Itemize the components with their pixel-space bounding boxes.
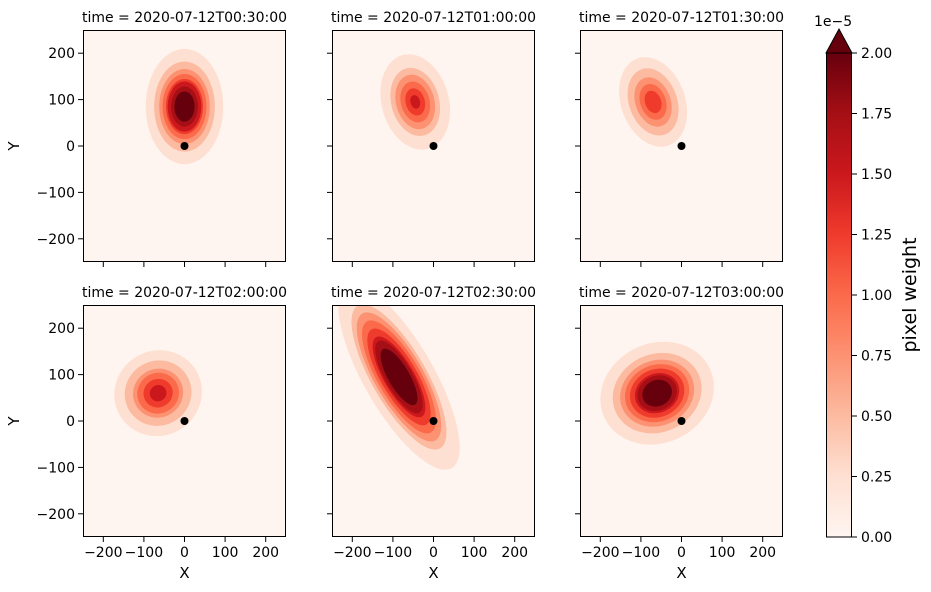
y-tick-label: 200 (48, 321, 75, 337)
x-tick-label: 200 (749, 545, 776, 561)
panel-2: time = 2020-07-12T01:00:00 (327, 10, 536, 267)
heat-contour (651, 99, 655, 105)
colorbar-tick-label: 0.75 (861, 349, 892, 365)
x-tick-label: −100 (125, 545, 163, 561)
x-tick-label: 0 (180, 545, 189, 561)
colorbar-tick-label: 0.25 (861, 470, 892, 486)
panel-title: time = 2020-07-12T02:00:00 (82, 285, 287, 301)
plot-frame (580, 305, 783, 537)
panel-title: time = 2020-07-12T01:00:00 (331, 10, 536, 26)
origin-marker (429, 142, 438, 150)
heat-blob (332, 305, 468, 482)
x-axis-label: X (428, 564, 438, 582)
heat-contour (413, 99, 417, 105)
colorbar-tick-label: 2.00 (861, 46, 892, 62)
x-tick-label: −200 (581, 545, 619, 561)
origin-marker (677, 142, 686, 150)
panel-5: time = 2020-07-12T02:30:00 −200 −100 0 100 20… (327, 285, 536, 582)
x-axis-label: X (676, 564, 686, 582)
colorbar-tick-label: 1.25 (861, 228, 892, 244)
colorbar-exponent: 1e−5 (814, 14, 852, 30)
heat-blob (108, 344, 209, 443)
y-tick-label: 100 (48, 93, 75, 109)
heat-contour (182, 104, 187, 110)
colorbar-frame (826, 52, 852, 538)
y-tick-label: 0 (66, 139, 75, 155)
x-tick-label: 200 (252, 545, 279, 561)
y-tick-label: 100 (48, 368, 75, 384)
heat-blob (375, 47, 456, 157)
heat-contour (396, 372, 402, 381)
x-tick-label: 0 (677, 545, 686, 561)
x-tick-label: −100 (622, 545, 660, 561)
y-tick-label: −200 (37, 232, 75, 248)
heat-contour (156, 391, 161, 396)
panels-group: time = 2020-07-12T00:30:00−200−100010020… (5, 10, 784, 582)
colorbar-tick-label: 1.50 (861, 167, 892, 183)
y-tick-label: 0 (66, 414, 75, 430)
y-tick-label: −100 (37, 460, 75, 476)
panel-3: time = 2020-07-12T01:30:00 (575, 10, 784, 267)
x-axis-label: X (179, 564, 189, 582)
panel-title: time = 2020-07-12T02:30:00 (331, 285, 536, 301)
panel-4: time = 2020-07-12T02:00:00−200 −100 0 100 20… (5, 285, 287, 582)
heat-contour (654, 390, 660, 396)
colorbar-tick-label: 0.50 (861, 409, 892, 425)
x-tick-label: 200 (501, 545, 528, 561)
plot-frame (332, 30, 535, 262)
plot-frame (332, 305, 535, 537)
plot-frame (580, 30, 783, 262)
x-tick-label: −200 (333, 545, 371, 561)
panel-1: time = 2020-07-12T00:30:00 −200 −100 0 100 20… (5, 10, 287, 267)
heat-blob (613, 50, 693, 154)
x-tick-label: 100 (709, 545, 736, 561)
y-axis-label: Y (5, 141, 23, 152)
panel-6: time = 2020-07-12T03:00:00 −200 −100 0 100 20… (575, 285, 784, 582)
heat-blob (140, 41, 229, 172)
y-axis-label: Y (5, 416, 23, 427)
origin-marker (180, 417, 189, 425)
plot-frame (83, 30, 286, 262)
x-tick-label: 100 (461, 545, 488, 561)
x-tick-label: 0 (429, 545, 438, 561)
colorbar: 0.00 0.25 0.50 0.75 1.00 1.25 1.50 1.75 2.00 1e−5… (814, 14, 921, 546)
panel-title: time = 2020-07-12T00:30:00 (82, 10, 287, 26)
colorbar-tick-label: 1.75 (861, 107, 892, 123)
origin-marker (429, 417, 438, 425)
x-tick-label: −100 (374, 545, 412, 561)
x-tick-label: 100 (212, 545, 239, 561)
colorbar-gradient (826, 53, 852, 537)
x-tick-label: −200 (84, 545, 122, 561)
y-tick-label: −100 (37, 185, 75, 201)
heat-blob (592, 334, 722, 452)
panel-title: time = 2020-07-12T01:30:00 (579, 10, 784, 26)
panel-title: time = 2020-07-12T03:00:00 (579, 285, 784, 301)
y-tick-label: −200 (37, 507, 75, 523)
colorbar-label: pixel weight (899, 237, 921, 352)
colorbar-tick-label: 0.00 (861, 530, 892, 546)
origin-marker (677, 417, 686, 425)
plot-frame (83, 305, 286, 537)
origin-marker (180, 142, 189, 150)
colorbar-extend-arrow (825, 27, 853, 54)
y-tick-label: 200 (48, 46, 75, 62)
colorbar-tick-label: 1.00 (861, 288, 892, 304)
